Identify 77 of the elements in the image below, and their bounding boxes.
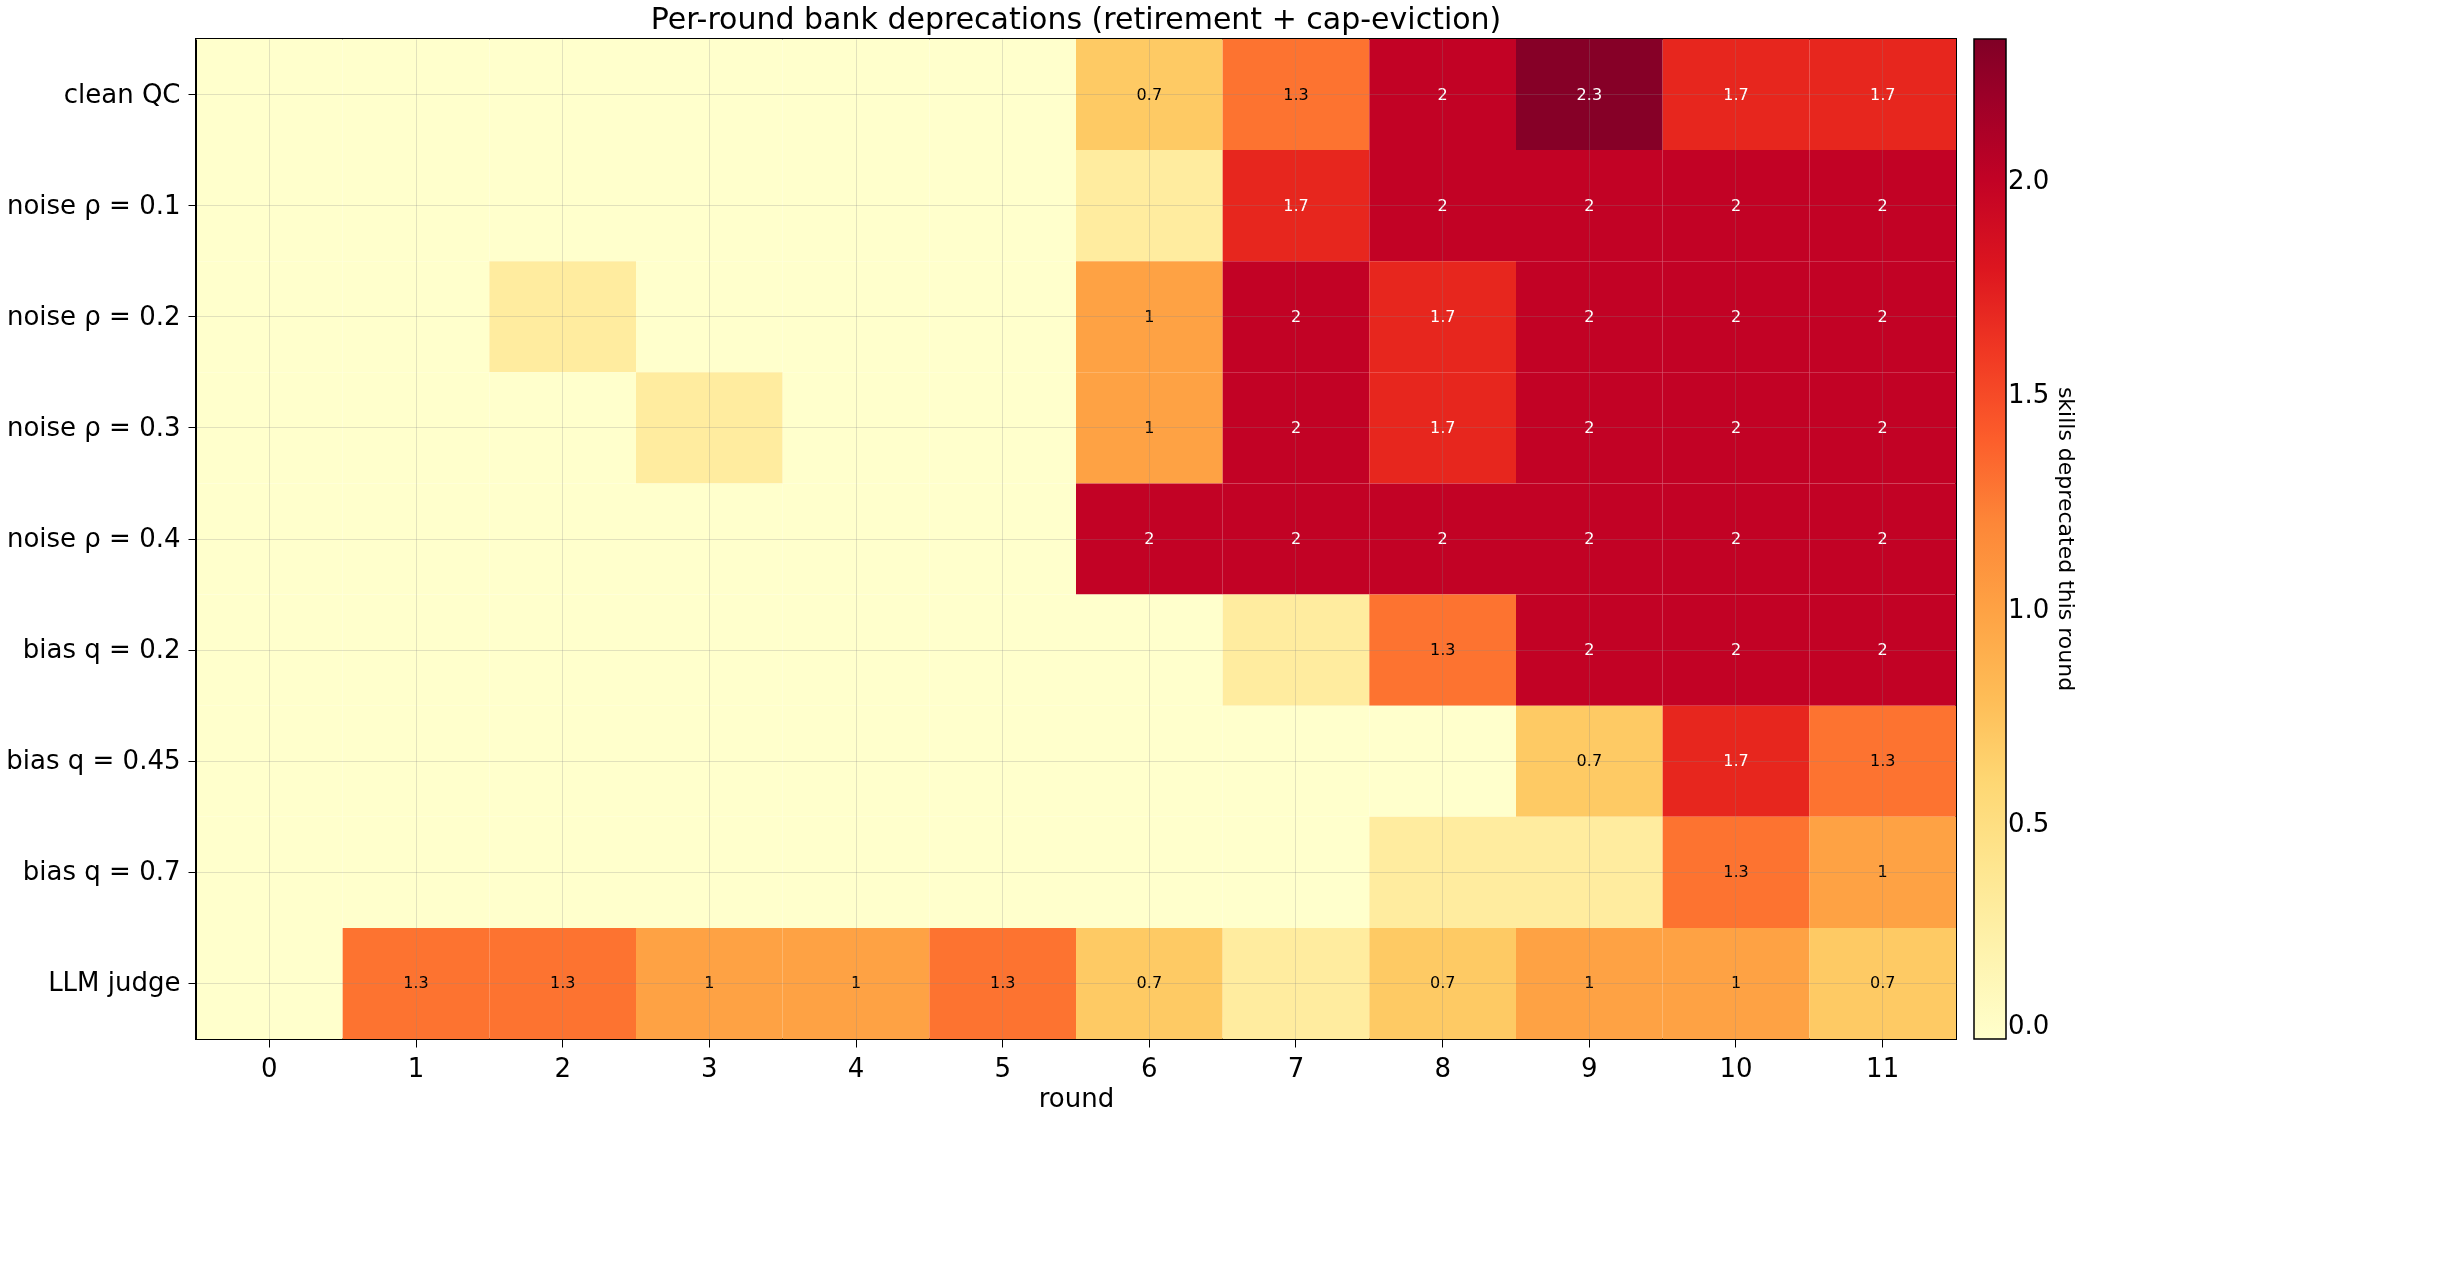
data-label: 1 [1877,862,1888,882]
data-label: 1.3 [403,973,429,993]
x-tick-label: 10 [1719,1052,1753,1083]
color-bar-title: skills deprecated this round [2054,386,2079,692]
data-label: 2 [1290,417,1302,437]
color-bar-label: 0.0 [2008,1010,2050,1040]
color-bar-label: 1.5 [2008,379,2050,410]
x-tick-label: 9 [1581,1052,1598,1083]
x-axis-title: round [1038,1082,1115,1113]
data-label: 2 [1144,529,1155,548]
y-tick-label: noise ρ = 0.3 [6,411,181,442]
data-label: 1 [1144,306,1155,326]
data-label: 2 [1584,417,1595,437]
data-label: 1 [1144,417,1155,437]
data-label: 2 [1290,306,1302,326]
data-label: 2 [1877,417,1888,437]
data-label: 1.3 [1723,862,1749,882]
x-tick-label: 4 [847,1052,865,1083]
y-tick-label: bias q = 0.2 [22,634,181,665]
data-label: 1 [1730,973,1742,993]
data-label: 1 [1584,973,1595,993]
data-label: 1.7 [1429,306,1456,326]
x-tick-label: 8 [1434,1052,1451,1083]
data-label: 0.7 [1576,751,1603,771]
data-label: 2 [1877,529,1888,548]
data-label: 0.7 [1429,973,1456,993]
data-label: 2 [1877,195,1888,215]
y-tick-label: LLM judge [48,967,181,998]
x-tick-label: 0 [261,1052,278,1083]
data-label: 2 [1437,195,1448,215]
data-label: 2 [1730,529,1742,548]
data-label: 0.7 [1136,973,1163,993]
x-tick-label: 1 [407,1052,425,1083]
data-label: 2 [1290,529,1302,548]
y-tick-label: bias q = 0.45 [6,745,181,776]
data-label: 2 [1877,640,1888,660]
y-tick-label: noise ρ = 0.4 [6,523,181,553]
x-tick-label: 3 [701,1052,718,1083]
data-label: 1.7 [1723,84,1749,104]
data-label: 2 [1437,529,1448,548]
data-label: 1.7 [1869,84,1896,104]
data-label: 1.3 [549,973,576,993]
data-label: 1.3 [1283,84,1309,104]
data-label: 1.3 [1429,640,1456,660]
color-bar-label: 2.0 [2008,164,2050,195]
data-label: 2 [1584,529,1595,548]
data-label: 1.7 [1429,417,1456,437]
x-tick-label: 2 [554,1052,571,1083]
data-label: 2 [1730,306,1742,326]
data-label: 0.7 [1136,84,1163,104]
y-tick-label: bias q = 0.7 [22,856,181,887]
x-tick-label: 6 [1141,1052,1158,1083]
data-label: 2 [1584,306,1595,326]
data-label: 1.7 [1283,195,1309,215]
data-label: 1.3 [989,973,1016,993]
x-tick-label: 7 [1287,1052,1305,1083]
data-label: 2 [1730,640,1742,660]
data-label: 2 [1730,195,1742,215]
data-label: 1.7 [1723,751,1749,771]
color-bar-label: 0.5 [2008,808,2050,839]
data-label: 2 [1437,84,1448,104]
data-label: 2 [1730,417,1742,437]
y-tick-label: noise ρ = 0.1 [6,189,181,220]
x-tick-label: 11 [1866,1052,1900,1083]
data-label: 0.7 [1869,973,1896,993]
data-label: 2 [1584,195,1595,215]
data-label: 2 [1877,306,1888,326]
y-tick-label: clean QC [63,78,181,109]
data-label: 1 [850,973,862,993]
data-label: 1 [704,973,715,993]
chart-title: Per-round bank deprecations (retirement + cap-eviction) [650,1,1502,36]
data-label: 2.3 [1576,84,1603,104]
color-bar-label: 1.0 [2008,593,2050,624]
data-label: 2 [1584,640,1595,660]
data-label: 1.3 [1869,751,1896,771]
x-tick-label: 5 [994,1052,1011,1083]
y-tick-label: noise ρ = 0.2 [6,300,181,331]
